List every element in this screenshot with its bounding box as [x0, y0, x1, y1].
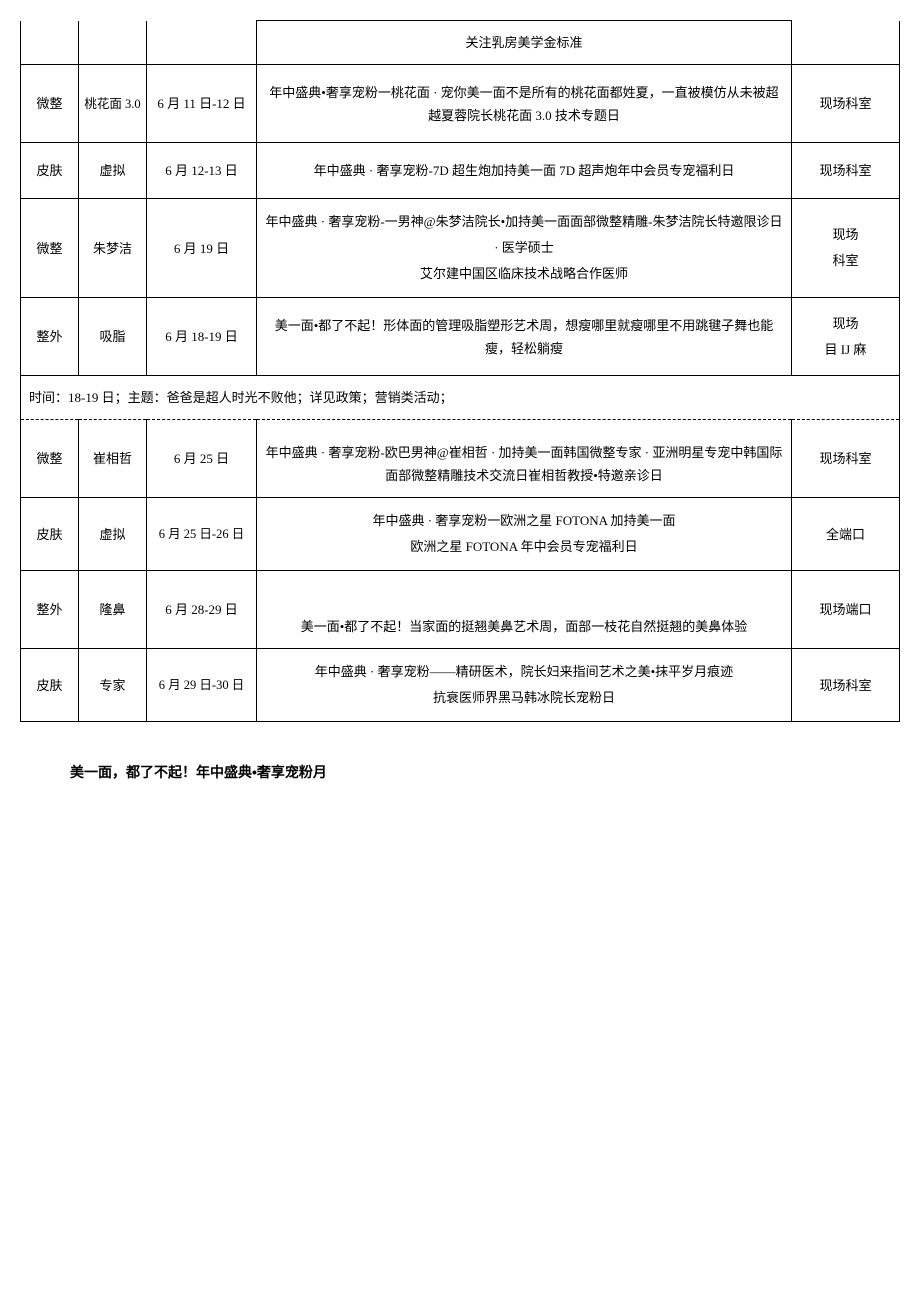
cell-desc: 年中盛典 · 奢享宠粉-欧巴男神@崔相哲 · 加持美一面韩国微整专家 · 亚洲明… [257, 420, 792, 498]
cell-date: 6 月 11 日-12 日 [147, 65, 257, 143]
cell-loc: 现场科室 [792, 143, 900, 199]
table-row: 整外 隆鼻 6 月 28-29 日 美一面•都了不起！当家面的挺翘美鼻艺术周，面… [21, 571, 900, 649]
cell-cat: 皮肤 [21, 649, 79, 722]
cell-desc: 关注乳房美学金标准 [257, 21, 792, 65]
cell-desc: 美一面•都了不起！当家面的挺翘美鼻艺术周，面部一枝花自然挺翘的美鼻体验 [257, 571, 792, 649]
footer-heading: 美一面，都了不起！年中盛典•奢享宠粉月 [70, 762, 900, 782]
cell-name: 朱梦洁 [79, 199, 147, 298]
cell-loc: 现场端口 [792, 571, 900, 649]
cell-cat: 整外 [21, 571, 79, 649]
cell-cat: 皮肤 [21, 498, 79, 571]
cell-cat [21, 21, 79, 65]
cell-date: 6 月 25 日 [147, 420, 257, 498]
cell-desc: 美一面•都了不起！形体面的管理吸脂塑形艺术周，想瘦哪里就瘦哪里不用跳毽子舞也能瘦… [257, 298, 792, 376]
interrupt-row: 时间：18-19 日；主题：爸爸是超人时光不败他；详见政策；营销类活动； [21, 376, 900, 420]
cell-cat: 整外 [21, 298, 79, 376]
cell-cat: 微整 [21, 199, 79, 298]
interrupt-text: 时间：18-19 日；主题：爸爸是超人时光不败他；详见政策；营销类活动； [21, 376, 900, 420]
cell-date: 6 月 18-19 日 [147, 298, 257, 376]
table-row: 微整 朱梦洁 6 月 19 日 年中盛典 · 奢享宠粉-一男神@朱梦洁院长•加持… [21, 199, 900, 298]
cell-loc: 现场科室 [792, 420, 900, 498]
cell-name [79, 21, 147, 65]
schedule-table: 关注乳房美学金标准 微整 桃花面 3.0 6 月 11 日-12 日 年中盛典•… [20, 20, 900, 722]
cell-cat: 皮肤 [21, 143, 79, 199]
cell-desc: 年中盛典 · 奢享宠粉-7D 超生炮加持美一面 7D 超声炮年中会员专宠福利日 [257, 143, 792, 199]
cell-desc: 年中盛典 · 奢享宠粉-一男神@朱梦洁院长•加持美一面面部微整精雕-朱梦洁院长特… [257, 199, 792, 298]
cell-desc: 年中盛典•奢享宠粉一桃花面 · 宠你美一面不是所有的桃花面都姓夏，一直被模仿从未… [257, 65, 792, 143]
cell-date: 6 月 25 日-26 日 [147, 498, 257, 571]
cell-date: 6 月 12-13 日 [147, 143, 257, 199]
cell-date: 6 月 29 日-30 日 [147, 649, 257, 722]
cell-loc [792, 21, 900, 65]
cell-date: 6 月 28-29 日 [147, 571, 257, 649]
cell-cat: 微整 [21, 420, 79, 498]
cell-name: 桃花面 3.0 [79, 65, 147, 143]
cell-name: 虚拟 [79, 498, 147, 571]
table-row: 关注乳房美学金标准 [21, 21, 900, 65]
cell-loc: 现场科室 [792, 649, 900, 722]
table-row: 皮肤 虚拟 6 月 12-13 日 年中盛典 · 奢享宠粉-7D 超生炮加持美一… [21, 143, 900, 199]
cell-name: 虚拟 [79, 143, 147, 199]
cell-loc: 现场科室 [792, 65, 900, 143]
cell-date [147, 21, 257, 65]
cell-desc: 年中盛典 · 奢享宠粉——精研医术，院长妇来指间艺术之美•抹平岁月痕迹抗衰医师界… [257, 649, 792, 722]
cell-loc: 现场目 IJ 麻 [792, 298, 900, 376]
cell-date: 6 月 19 日 [147, 199, 257, 298]
table-row: 微整 桃花面 3.0 6 月 11 日-12 日 年中盛典•奢享宠粉一桃花面 ·… [21, 65, 900, 143]
cell-desc: 年中盛典 · 奢享宠粉一欧洲之星 FOTONA 加持美一面欧洲之星 FOTONA… [257, 498, 792, 571]
cell-loc: 全端口 [792, 498, 900, 571]
cell-name: 隆鼻 [79, 571, 147, 649]
cell-name: 崔相哲 [79, 420, 147, 498]
cell-cat: 微整 [21, 65, 79, 143]
cell-loc: 现场科室 [792, 199, 900, 298]
table-row: 微整 崔相哲 6 月 25 日 年中盛典 · 奢享宠粉-欧巴男神@崔相哲 · 加… [21, 420, 900, 498]
table-row: 整外 吸脂 6 月 18-19 日 美一面•都了不起！形体面的管理吸脂塑形艺术周… [21, 298, 900, 376]
table-row: 皮肤 虚拟 6 月 25 日-26 日 年中盛典 · 奢享宠粉一欧洲之星 FOT… [21, 498, 900, 571]
cell-name: 吸脂 [79, 298, 147, 376]
table-row: 皮肤 专家 6 月 29 日-30 日 年中盛典 · 奢享宠粉——精研医术，院长… [21, 649, 900, 722]
cell-name: 专家 [79, 649, 147, 722]
